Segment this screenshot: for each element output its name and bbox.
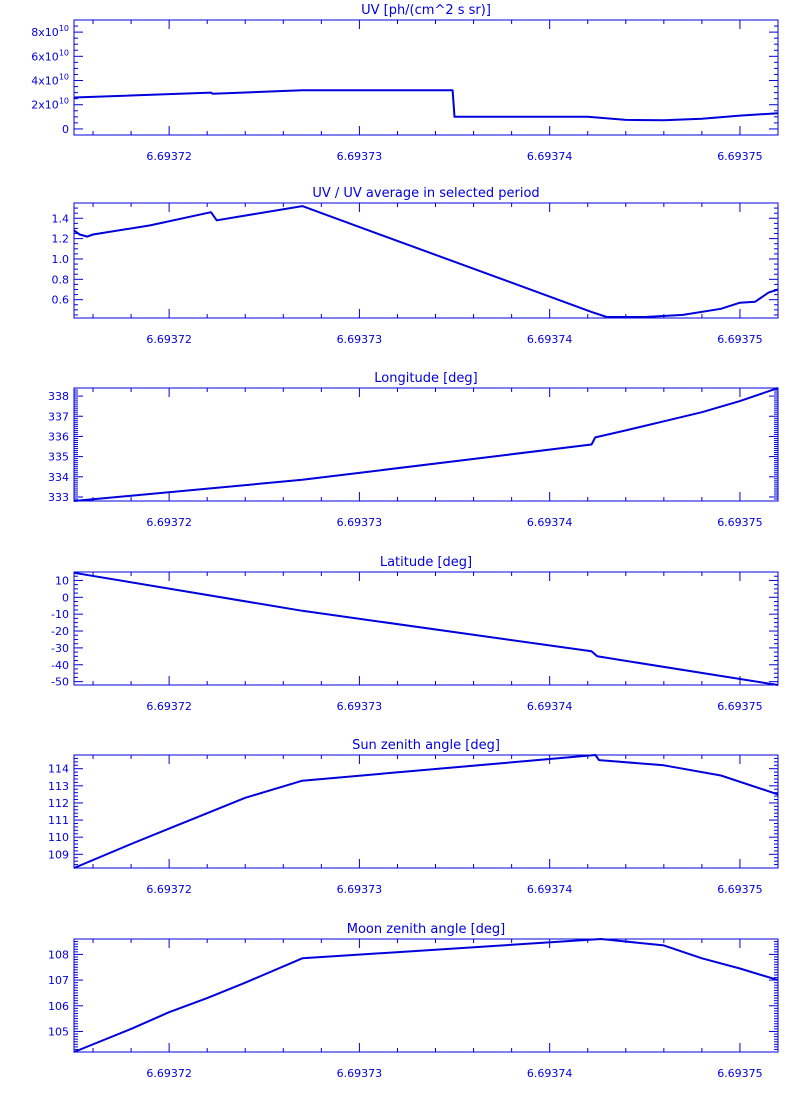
- y-tick-label: 334: [48, 471, 69, 484]
- x-tick-label: 6.69375: [717, 1067, 763, 1080]
- y-tick-label: -50: [51, 676, 69, 689]
- y-tick-label: 0.8: [52, 273, 70, 286]
- y-tick-label: 10: [55, 574, 69, 587]
- chart-panel-6: Moon zenith angle [deg] 6.69372 6.69373 6.6…: [48, 922, 779, 1080]
- x-tick-label: 6.69375: [717, 516, 763, 529]
- x-tick-label: 6.69372: [146, 516, 192, 529]
- y-tick-label: 114: [48, 763, 69, 776]
- y-tick-label: -10: [51, 608, 69, 621]
- x-tick-label: 6.69372: [146, 1067, 192, 1080]
- chart-panel-4: Latitude [deg] 6.69372 6.69373 6.69374 6.693…: [51, 555, 779, 713]
- x-tick-label: 6.69374: [527, 700, 573, 713]
- x-tick-label: 6.69372: [146, 883, 192, 896]
- y-tick-label: 109: [48, 848, 69, 861]
- series-line-1: [73, 387, 779, 502]
- chart-title: UV [ph/(cm^2 s sr)]: [361, 3, 491, 18]
- chart-panel-3: Longitude [deg] 6.69372 6.69373 6.69374 6.69…: [48, 371, 779, 529]
- series-line-1: [73, 205, 779, 318]
- y-tick-label: 338: [48, 390, 69, 403]
- y-tick-label: 337: [48, 410, 69, 423]
- x-tick-label: 6.69374: [527, 150, 573, 163]
- chart-title: UV / UV average in selected period: [312, 186, 539, 201]
- y-tick-label: 105: [48, 1025, 69, 1038]
- y-tick-label: -30: [51, 642, 69, 655]
- y-tick-label: 4x1010: [31, 73, 69, 88]
- chart-panel-1: UV [ph/(cm^2 s sr)] 6.69372 6.69373 6.69374…: [31, 3, 779, 163]
- chart-title: Moon zenith angle [deg]: [347, 922, 505, 937]
- series-line-1: [73, 89, 779, 122]
- chart-title: Sun zenith angle [deg]: [352, 738, 500, 753]
- x-tick-label: 6.69375: [717, 700, 763, 713]
- chart-panel-2: UV / UV average in selected period 6.6937…: [52, 186, 779, 346]
- x-tick-label: 6.69373: [337, 700, 383, 713]
- chart-title: Latitude [deg]: [380, 555, 472, 570]
- y-tick-label: 113: [48, 780, 69, 793]
- plot-frame: [73, 938, 779, 1053]
- y-tick-label: 8x1010: [31, 24, 69, 39]
- plot-frame: [73, 571, 779, 686]
- y-tick-label: 107: [48, 974, 69, 987]
- y-tick-label: 6x1010: [31, 48, 69, 63]
- y-tick-label: 333: [48, 491, 69, 504]
- y-tick-label: 2x1010: [31, 97, 69, 112]
- plot-frame: [73, 202, 779, 319]
- y-tick-label: 111: [48, 814, 69, 827]
- series-line-1: [73, 754, 779, 869]
- x-tick-label: 6.69373: [337, 150, 383, 163]
- y-tick-label: 1.0: [52, 253, 70, 266]
- x-tick-label: 6.69375: [717, 333, 763, 346]
- x-tick-label: 6.69373: [337, 516, 383, 529]
- x-tick-label: 6.69372: [146, 150, 192, 163]
- plot-frame: [73, 387, 779, 502]
- x-tick-label: 6.69372: [146, 333, 192, 346]
- x-tick-label: 6.69373: [337, 883, 383, 896]
- y-tick-label: 0: [62, 591, 69, 604]
- x-tick-label: 6.69375: [717, 883, 763, 896]
- chart-title: Longitude [deg]: [374, 371, 477, 386]
- plot-frame: [73, 19, 779, 136]
- series-line-1: [73, 938, 779, 1053]
- x-tick-label: 6.69374: [527, 516, 573, 529]
- y-tick-label: 106: [48, 1000, 69, 1013]
- x-tick-label: 6.69372: [146, 700, 192, 713]
- y-tick-label: 1.2: [52, 233, 70, 246]
- x-tick-label: 6.69375: [717, 150, 763, 163]
- y-tick-label: 1.4: [52, 212, 70, 225]
- x-tick-label: 6.69373: [337, 333, 383, 346]
- x-tick-label: 6.69374: [527, 333, 573, 346]
- y-tick-label: -40: [51, 659, 69, 672]
- y-tick-label: 112: [48, 797, 69, 810]
- y-tick-label: 0.6: [52, 294, 70, 307]
- y-tick-label: 336: [48, 430, 69, 443]
- x-tick-label: 6.69374: [527, 883, 573, 896]
- x-tick-label: 6.69373: [337, 1067, 383, 1080]
- y-tick-label: 335: [48, 451, 69, 464]
- x-tick-label: 6.69374: [527, 1067, 573, 1080]
- y-tick-label: 110: [48, 831, 69, 844]
- y-tick-label: -20: [51, 625, 69, 638]
- chart-panel-5: Sun zenith angle [deg] 6.69372 6.69373 6.69…: [48, 738, 779, 896]
- plot-frame: [73, 754, 779, 869]
- series-line-1: [73, 571, 779, 686]
- y-tick-label: 0: [62, 123, 69, 136]
- y-tick-label: 108: [48, 948, 69, 961]
